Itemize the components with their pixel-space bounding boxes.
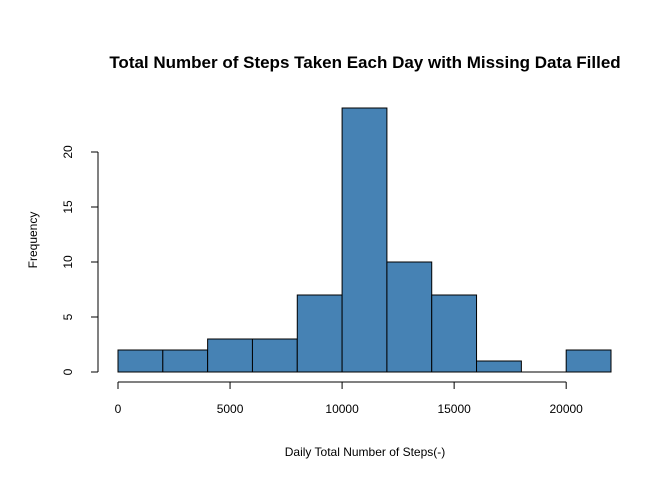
chart-title: Total Number of Steps Taken Each Day wit…	[109, 53, 620, 72]
histogram-bar	[565, 349, 612, 373]
y-tick-label: 5	[61, 313, 75, 320]
histogram-bar	[386, 261, 433, 373]
x-tick-label: 15000	[437, 402, 471, 416]
histogram-bar	[162, 349, 209, 373]
x-tick-label: 0	[115, 402, 122, 416]
bars-group	[117, 107, 612, 373]
histogram-bar	[117, 349, 164, 373]
x-axis-label: Daily Total Number of Steps(-)	[285, 445, 446, 459]
histogram-bar	[251, 338, 298, 373]
y-tick-label: 10	[61, 255, 75, 269]
histogram-bar	[341, 107, 388, 373]
y-tick-label: 0	[61, 368, 75, 375]
x-tick-label: 5000	[217, 402, 244, 416]
y-tick-label: 20	[61, 145, 75, 159]
y-tick-label: 15	[61, 200, 75, 214]
histogram-bar	[296, 294, 343, 373]
x-axis: 0 5000 10000 15000 20000	[115, 381, 583, 416]
histogram-bar	[431, 294, 478, 373]
histogram-bar	[476, 360, 522, 373]
histogram-bar	[207, 338, 253, 373]
x-tick-label: 10000	[325, 402, 359, 416]
x-tick-label: 20000	[549, 402, 583, 416]
y-axis: 0 5 10 15 20	[61, 145, 99, 375]
y-axis-label: Frequency	[26, 212, 40, 269]
